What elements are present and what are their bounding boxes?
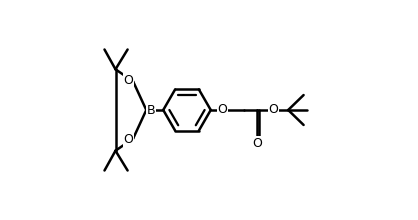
Text: O: O [268, 103, 278, 116]
Text: O: O [252, 136, 262, 150]
Text: O: O [123, 133, 133, 146]
Text: O: O [217, 103, 227, 116]
Text: O: O [123, 74, 133, 87]
Text: B: B [146, 103, 155, 117]
